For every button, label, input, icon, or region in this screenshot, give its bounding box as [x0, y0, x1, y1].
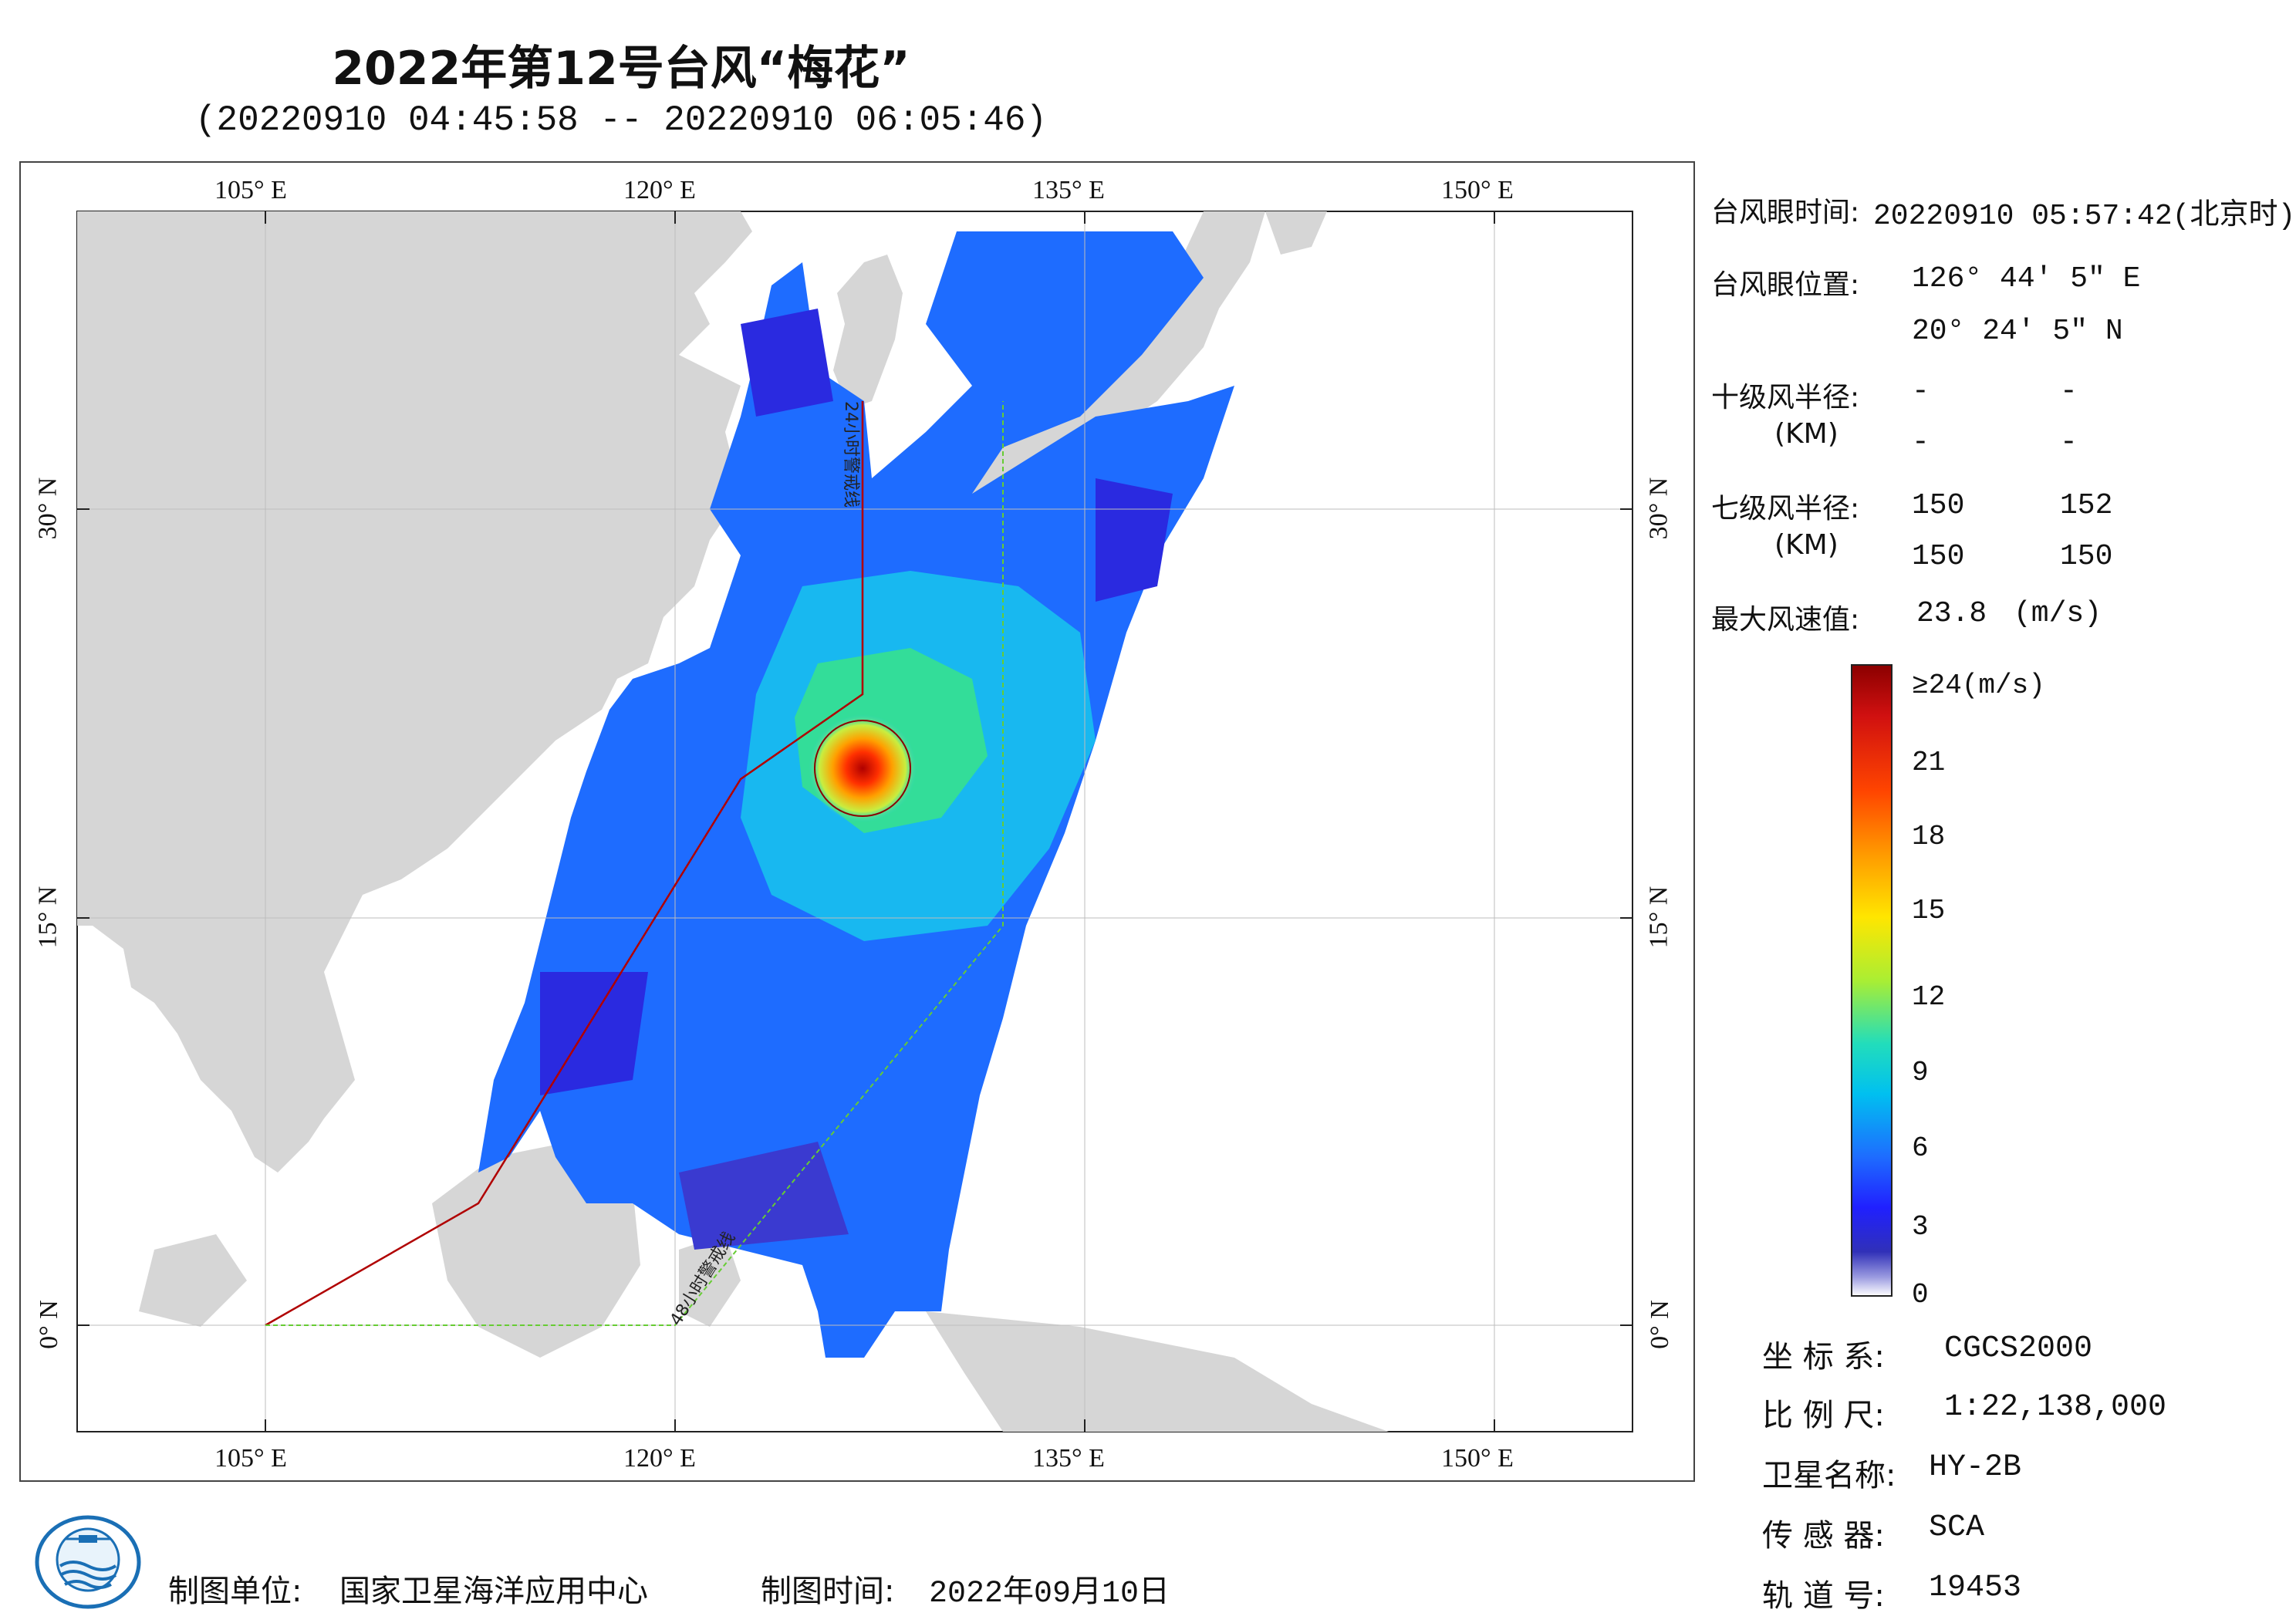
colorbar — [1851, 664, 1893, 1297]
lon-tick-bottom-135: 135° E — [1032, 1444, 1105, 1473]
r7-value-nw: 150 — [2060, 540, 2113, 573]
warning-24h-label: 24小时警戒线 — [841, 401, 860, 508]
max-wind-label: 最大风速值: — [1711, 604, 1860, 636]
crs-label: 坐 标 系: — [1762, 1339, 1885, 1375]
footer-org-label: 制图单位: — [168, 1574, 302, 1609]
footer-org-value: 国家卫星海洋应用中心 — [339, 1574, 648, 1609]
scale-value: 1:22,138,000 — [1944, 1390, 2167, 1425]
outer-frame — [19, 161, 1695, 1482]
map-time-range: (20220910 04:45:58 -- 20220910 06:05:46) — [194, 100, 1048, 140]
lon-tick-bottom-105: 105° E — [214, 1444, 287, 1473]
r7-value-sw: 150 — [1912, 540, 1965, 573]
colorbar-label-9: 9 — [1912, 1057, 1929, 1088]
orbit-value: 19453 — [1929, 1571, 2022, 1605]
satellite-value: HY-2B — [1929, 1450, 2022, 1485]
eye-position-label: 台风眼位置: — [1711, 269, 1860, 301]
r10-value-ne: - — [1912, 375, 1930, 408]
r10-label: 十级风半径: — [1711, 382, 1860, 413]
r7-value-se: 152 — [2060, 489, 2113, 522]
lon-tick-top-150: 150° E — [1441, 176, 1514, 204]
warning-line-48h — [265, 401, 1004, 1326]
lat-tick-right-0: 0° N — [1645, 1300, 1674, 1349]
map-title: 2022年第12号台风“梅花” — [332, 42, 910, 96]
colorbar-label-15: 15 — [1912, 895, 1946, 926]
r10-value-sw: - — [1912, 426, 1930, 459]
colorbar-label-12: 12 — [1912, 981, 1946, 1013]
eye-time-value: 20220910 05:57:42(北京时) — [1873, 200, 2296, 233]
colorbar-label-18: 18 — [1912, 821, 1946, 852]
lon-tick-top-135: 135° E — [1032, 176, 1105, 204]
max-wind-unit: (m/s) — [2014, 597, 2102, 630]
lat-tick-right-30: 30° N — [1644, 477, 1673, 540]
graticule — [77, 211, 1633, 1432]
lon-tick-top-105: 105° E — [214, 176, 287, 204]
r7-value-ne: 150 — [1912, 489, 1965, 522]
footer-date-value: 2022年09月10日 — [929, 1577, 1170, 1611]
r7-unit: (KM) — [1774, 529, 1838, 561]
r10-value-nw: - — [2060, 426, 2078, 459]
r7-label: 七级风半径: — [1711, 493, 1860, 525]
eye-longitude: 126° 44′ 5″ E — [1912, 262, 2141, 295]
lon-tick-bottom-120: 120° E — [623, 1444, 696, 1473]
nsoas-logo-icon — [35, 1515, 141, 1609]
lat-tick-left-30: 30° N — [33, 477, 62, 540]
colorbar-label-21: 21 — [1912, 747, 1946, 778]
lon-tick-top-120: 120° E — [623, 176, 696, 204]
eye-time-label: 台风眼时间: — [1711, 197, 1860, 228]
colorbar-label-24: ≥24(m/s) — [1912, 670, 2045, 701]
lat-tick-left-0: 0° N — [34, 1300, 63, 1349]
colorbar-label-0: 0 — [1912, 1279, 1929, 1311]
colorbar-label-3: 3 — [1912, 1211, 1929, 1243]
r10-value-se: - — [2060, 375, 2078, 408]
orbit-label: 轨 道 号: — [1762, 1578, 1885, 1614]
colorbar-label-6: 6 — [1912, 1132, 1929, 1164]
lon-tick-bottom-150: 150° E — [1441, 1444, 1514, 1473]
r10-unit: (KM) — [1774, 418, 1838, 450]
crs-value: CGCS2000 — [1944, 1331, 2093, 1366]
satellite-label: 卫星名称: — [1762, 1458, 1896, 1493]
lat-tick-left-15: 15° N — [33, 886, 62, 949]
scale-label: 比 例 尺: — [1762, 1398, 1885, 1433]
lat-tick-right-15: 15° N — [1644, 886, 1673, 949]
footer-date-label: 制图时间: — [761, 1574, 895, 1609]
eye-latitude: 20° 24′ 5″ N — [1912, 315, 2123, 348]
sensor-value: SCA — [1929, 1510, 1985, 1545]
max-wind-value: 23.8 — [1916, 597, 1987, 630]
warning-line-24h — [265, 401, 864, 1327]
sensor-label: 传 感 器: — [1762, 1518, 1885, 1554]
tick-marks — [77, 211, 1633, 1432]
